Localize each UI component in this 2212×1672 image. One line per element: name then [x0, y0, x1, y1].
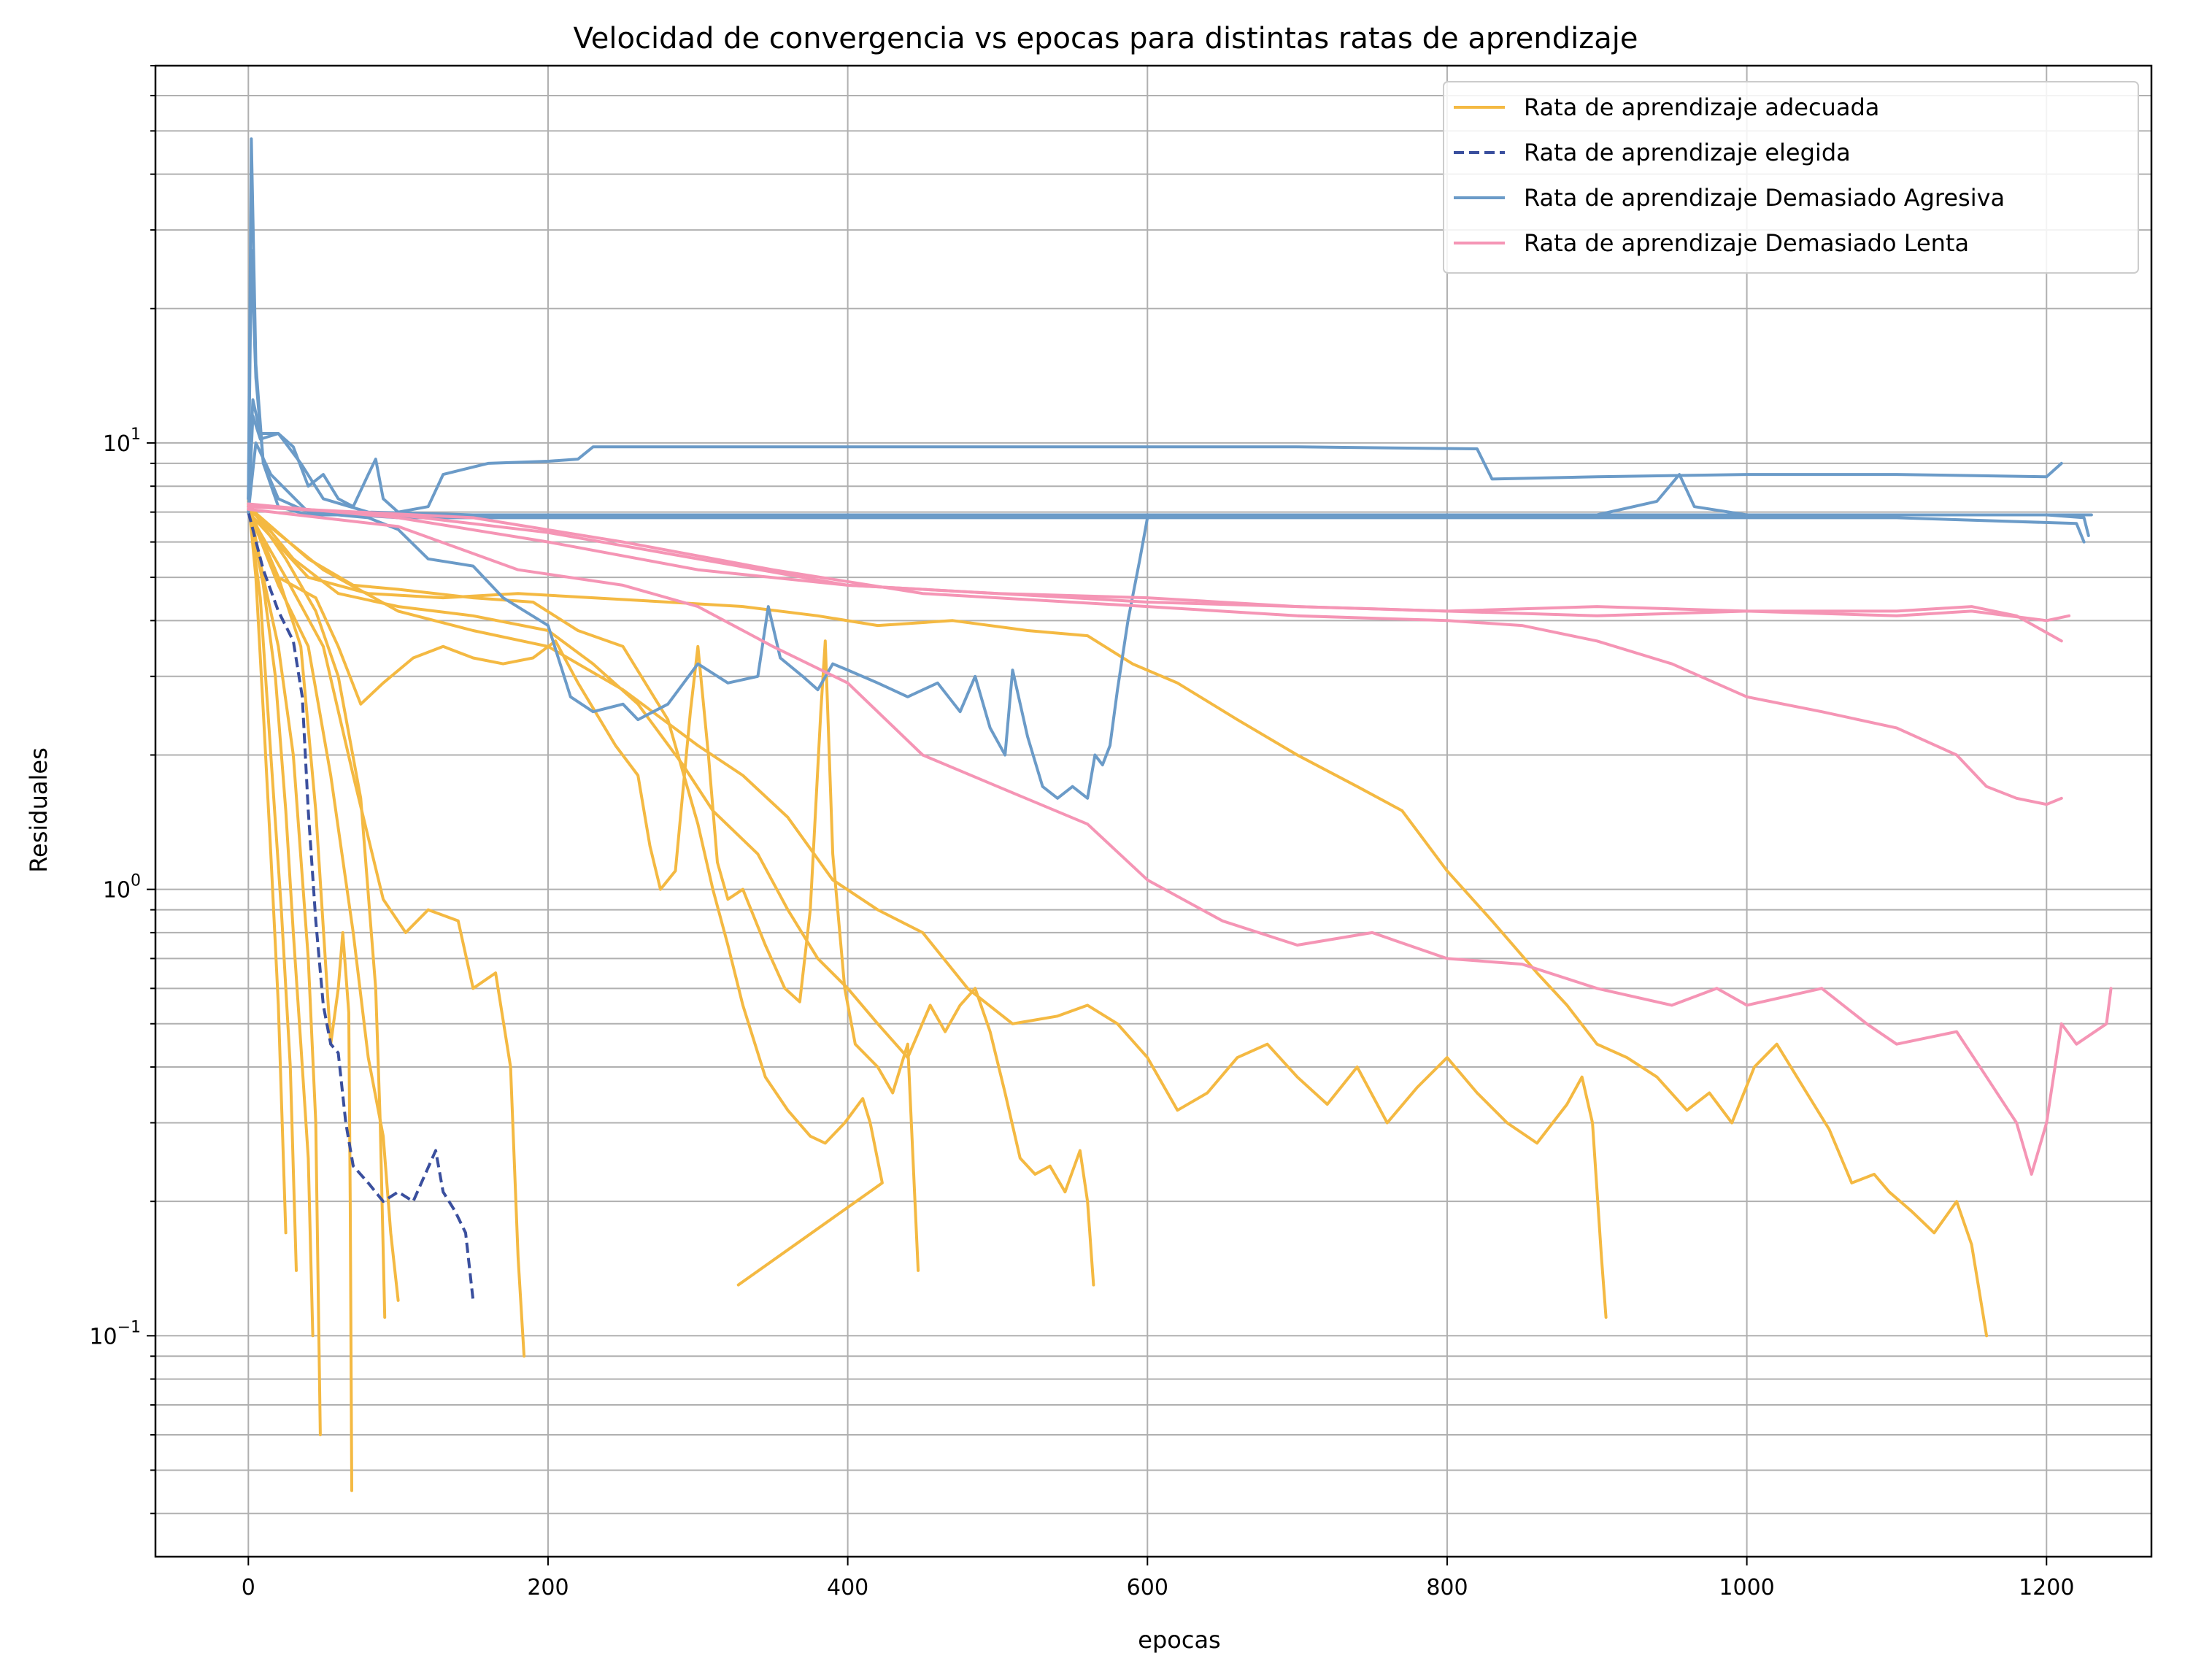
series-line — [247, 507, 2113, 1176]
legend-label: Rata de aprendizaje adecuada — [1524, 93, 1879, 121]
x-tick-label: 400 — [827, 1575, 868, 1600]
series-line — [247, 502, 298, 1272]
series-line — [247, 441, 1299, 800]
series-line — [247, 507, 1608, 1319]
legend: Rata de aprendizaje adecuada Rata de apre… — [1443, 81, 2139, 274]
legend-label: Rata de aprendizaje Demasiado Lenta — [1524, 229, 1969, 257]
series-line — [247, 505, 2063, 806]
series-line — [247, 502, 387, 1319]
series-line — [247, 505, 315, 1338]
legend-label: Rata de aprendizaje elegida — [1524, 139, 1851, 166]
series-group — [247, 512, 475, 1301]
ticks: 0 200 400 600 800 1000 1200 10−1 100 101 — [89, 65, 2074, 1600]
y-tick-label: 10−1 — [89, 1318, 141, 1349]
series-line — [247, 502, 1095, 1287]
chart-title: Velocidad de convergencia vs epocas para… — [574, 22, 1638, 55]
legend-label: Rata de aprendizaje Demasiado Agresiva — [1524, 184, 2005, 212]
series-group — [247, 497, 1989, 1492]
series-layer — [247, 137, 2113, 1492]
series-line — [247, 398, 2063, 514]
series-line — [247, 507, 400, 1302]
x-tick-label: 800 — [1426, 1575, 1468, 1600]
x-tick-label: 200 — [527, 1575, 569, 1600]
x-tick-label: 0 — [242, 1575, 255, 1600]
plot-frame — [154, 64, 2153, 1558]
y-tick-label: 101 — [103, 425, 141, 457]
series-group — [247, 137, 2093, 800]
series-line — [247, 505, 353, 1492]
series-line — [247, 502, 2063, 643]
y-axis-label: Residuales — [25, 747, 53, 873]
y-tick-label: 100 — [103, 872, 141, 904]
legend-box — [1443, 81, 2139, 274]
x-tick-label: 600 — [1127, 1575, 1168, 1600]
series-line — [247, 505, 884, 1287]
series-group — [247, 502, 2113, 1176]
x-tick-label: 1200 — [2019, 1575, 2074, 1600]
series-line — [247, 510, 526, 1358]
series-line — [247, 414, 2093, 517]
series-line — [247, 499, 322, 1436]
x-tick-label: 1000 — [1719, 1575, 1774, 1600]
x-axis-label: epocas — [1138, 1626, 1220, 1654]
series-line — [247, 505, 920, 1272]
series-line — [247, 510, 1989, 1338]
series-line — [247, 512, 475, 1301]
